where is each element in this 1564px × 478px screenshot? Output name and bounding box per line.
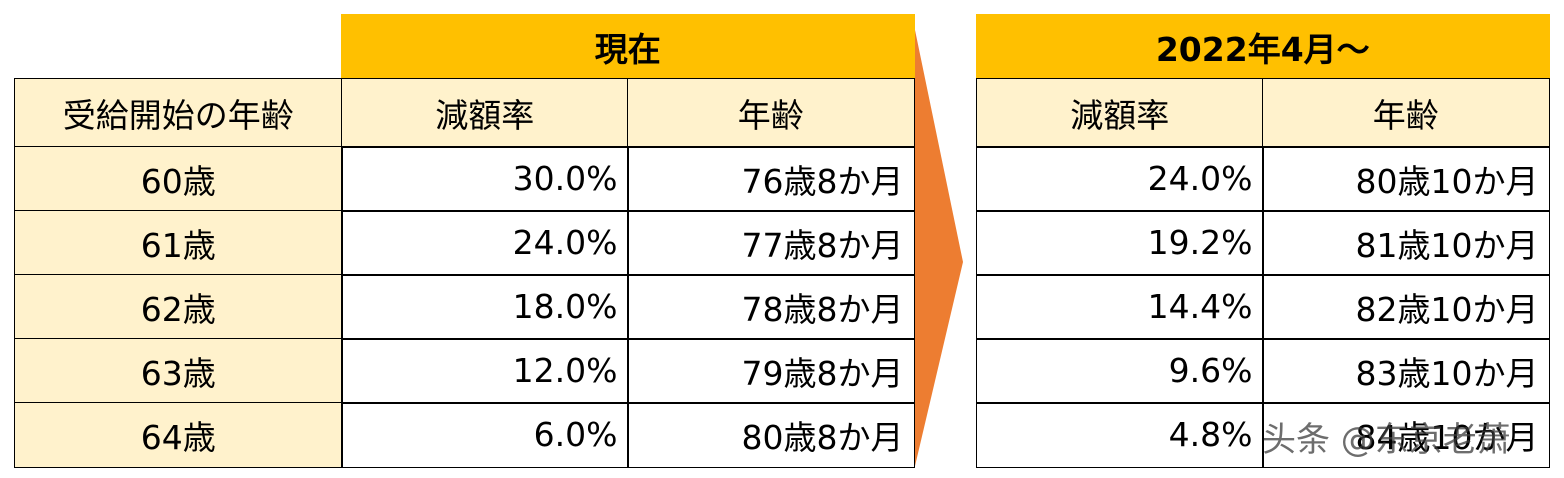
table-cell: 77歳8か月 bbox=[627, 210, 915, 276]
table-cell: 30.0% bbox=[341, 146, 629, 212]
table-cell: 6.0% bbox=[341, 402, 629, 468]
table-cell: 84歳10か月 bbox=[1262, 402, 1550, 468]
table-cell: 81歳10か月 bbox=[1262, 210, 1550, 276]
table-cell: 19.2% bbox=[976, 210, 1264, 276]
table-cell: 76歳8か月 bbox=[627, 146, 915, 212]
table-cell: 83歳10か月 bbox=[1262, 338, 1550, 404]
table-cell: 80歳8か月 bbox=[627, 402, 915, 468]
table-cell: 60歳 bbox=[14, 146, 343, 212]
column-header: 減額率 bbox=[341, 78, 629, 148]
arrow bbox=[915, 30, 963, 466]
table-cell: 82歳10か月 bbox=[1262, 274, 1550, 340]
column-header: 年齢 bbox=[1262, 78, 1550, 148]
column-header: 減額率 bbox=[976, 78, 1264, 148]
table-cell: 79歳8か月 bbox=[627, 338, 915, 404]
table-cell: 64歳 bbox=[14, 402, 343, 468]
table-cell: 24.0% bbox=[341, 210, 629, 276]
table-cell: 12.0% bbox=[341, 338, 629, 404]
group-header: 現在 bbox=[341, 14, 915, 80]
table-cell: 14.4% bbox=[976, 274, 1264, 340]
table-cell: 4.8% bbox=[976, 402, 1264, 468]
table-cell: 63歳 bbox=[14, 338, 343, 404]
watermark: 头条 @东京老萧 bbox=[1262, 420, 1511, 460]
table-cell: 62歳 bbox=[14, 274, 343, 340]
column-header: 年齢 bbox=[627, 78, 915, 148]
table-cell: 18.0% bbox=[341, 274, 629, 340]
table-cell: 61歳 bbox=[14, 210, 343, 276]
table-cell: 78歳8か月 bbox=[627, 274, 915, 340]
group-header: 2022年4月～ bbox=[976, 14, 1550, 80]
table-cell: 24.0% bbox=[976, 146, 1264, 212]
column-header: 受給開始の年齢 bbox=[14, 78, 343, 148]
table-cell: 80歳10か月 bbox=[1262, 146, 1550, 212]
table-cell: 9.6% bbox=[976, 338, 1264, 404]
